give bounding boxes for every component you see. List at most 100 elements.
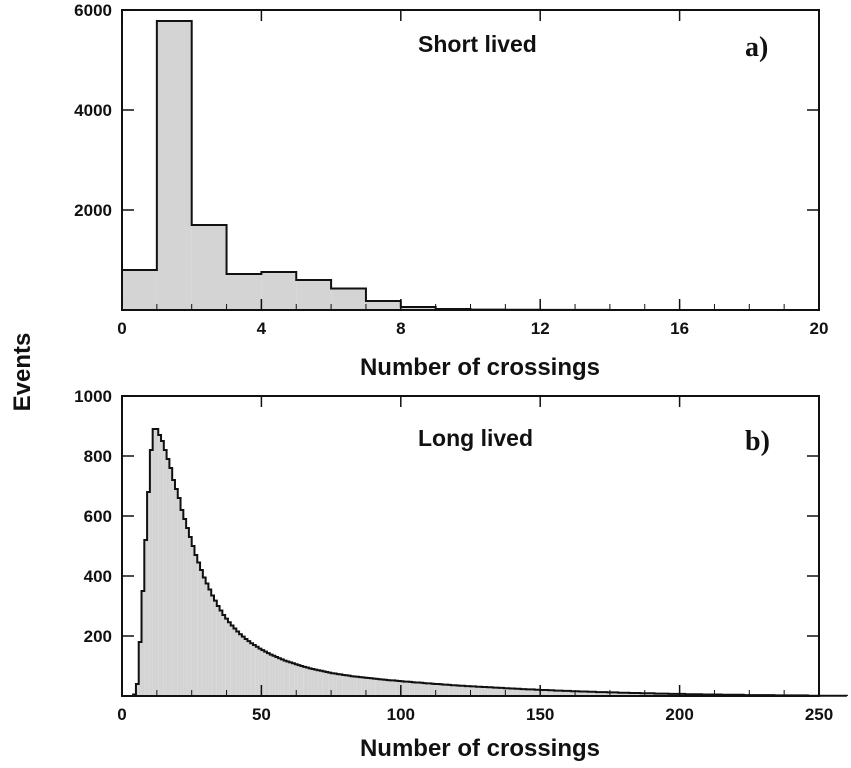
panel-b-bar (239, 634, 242, 696)
panel-b-bar (219, 610, 223, 696)
panel-b-bar (230, 625, 234, 696)
panel-b-bar (671, 693, 675, 696)
panel-b-histogram-outline (122, 428, 848, 697)
panel-b-y-tick-label: 400 (84, 567, 112, 586)
panel-b-bar (470, 686, 474, 696)
panel-b-bar (601, 692, 605, 696)
panel-b-x-tick-label: 50 (252, 705, 271, 724)
panel-b-bar (214, 600, 217, 696)
panel-b-bar (197, 562, 201, 696)
panel-b-bar (459, 685, 463, 696)
panel-b-bar (361, 677, 365, 696)
panel-b-bar (462, 685, 465, 696)
panel-a-x-tick-label: 8 (396, 319, 405, 338)
panel-b-bar (509, 688, 513, 696)
panel-b-bar (350, 676, 354, 696)
panel-b-bar (186, 528, 189, 696)
panel-b-bar (152, 429, 156, 696)
panel-b-bar (345, 675, 348, 696)
panel-b-bar (515, 688, 518, 696)
panel-b-bar (222, 615, 226, 696)
panel-b-bar (317, 670, 320, 696)
panel-b-bar (398, 681, 401, 696)
panel-b-bar (225, 618, 228, 696)
panel-b-bar (292, 663, 295, 696)
panel-b-bar (392, 680, 396, 696)
panel-b-bar (467, 686, 471, 696)
panel-a-histogram-outline (121, 20, 819, 311)
panel-b-bar (255, 646, 259, 696)
panel-b-bar (498, 687, 502, 696)
panel-a-bar (400, 307, 436, 310)
panel-b-bar (322, 671, 326, 696)
panel-b-bar (188, 537, 192, 696)
panel-b-bar (660, 693, 663, 696)
panel-b-bar (548, 690, 552, 696)
panel-b-bar (448, 684, 451, 696)
panel-b-bar (662, 693, 666, 696)
panel-b-bar (378, 679, 382, 696)
panel-b-bar (595, 692, 599, 696)
panel-b-bar (375, 678, 379, 696)
panel-b-bar (417, 682, 421, 696)
panel-b-bar (353, 676, 357, 696)
panel-b-bar (264, 651, 267, 696)
panel-b-bar (403, 681, 407, 696)
panel-b-bar (632, 693, 635, 696)
panel-b-bar (612, 692, 616, 696)
panel-b-bar (208, 589, 212, 696)
panel-b-bar (665, 693, 669, 696)
panel-b-bar (568, 690, 571, 696)
panel-b-bar (227, 622, 231, 696)
panel-b-bar (331, 673, 334, 696)
panel-b-bar (626, 692, 630, 696)
panel-b-bar (506, 688, 510, 696)
panel-b-bar (464, 686, 468, 696)
panel-b-bar (158, 435, 162, 696)
panel-a-bar (331, 288, 366, 310)
panel-a-bar (226, 274, 262, 310)
panel-b-bar (141, 591, 145, 696)
panel-b-bar (531, 689, 535, 696)
panel-b-y-tick-label: 800 (84, 447, 112, 466)
panel-b-bar (384, 679, 387, 696)
panel-b-bar (607, 692, 610, 696)
panel-b-bar (258, 648, 262, 696)
panel-b-bar (523, 689, 527, 696)
panel-b-bar (478, 686, 482, 696)
panel-b-bar (367, 678, 371, 696)
panel-b-bar (381, 679, 385, 696)
panel-b-bar (682, 693, 686, 696)
panel-b-x-tick-label: 250 (805, 705, 833, 724)
panel-b-bar (487, 687, 491, 696)
panel-b-bar (428, 683, 432, 696)
panel-b-bar (241, 636, 245, 696)
panel-b-bar (570, 691, 574, 696)
panel-b-bar (177, 498, 181, 696)
panel-b-bar (576, 691, 580, 696)
panel-b-bar (306, 667, 309, 696)
panel-b-x-tick-label: 200 (665, 705, 693, 724)
panel-b-bar (339, 674, 343, 696)
panel-b-y-tick-label: 200 (84, 627, 112, 646)
panel-b-x-tick-label: 150 (526, 705, 554, 724)
panel-a-bar (365, 301, 401, 310)
panel-b-bar (319, 670, 323, 696)
panel-b-bar (674, 693, 677, 696)
panel-b-bar (676, 693, 680, 696)
panel-b-bar (236, 631, 240, 696)
panel-b-bar (551, 690, 555, 696)
panel-b-bar (584, 691, 588, 696)
panel-b-bar (169, 468, 173, 696)
panel-b-bar (269, 654, 273, 696)
panel-a-y-tick-label: 6000 (74, 1, 112, 20)
panel-b-bar (149, 450, 153, 696)
panel-b-bar (289, 662, 293, 696)
panel-b-bar (347, 675, 351, 696)
panel-b-bar (490, 687, 493, 696)
panel-b-bar (280, 659, 284, 696)
panel-b-bar (637, 693, 641, 696)
panel-b-bar (651, 693, 655, 696)
panel-b-bar (501, 687, 504, 696)
panel-b-bar (456, 685, 460, 696)
